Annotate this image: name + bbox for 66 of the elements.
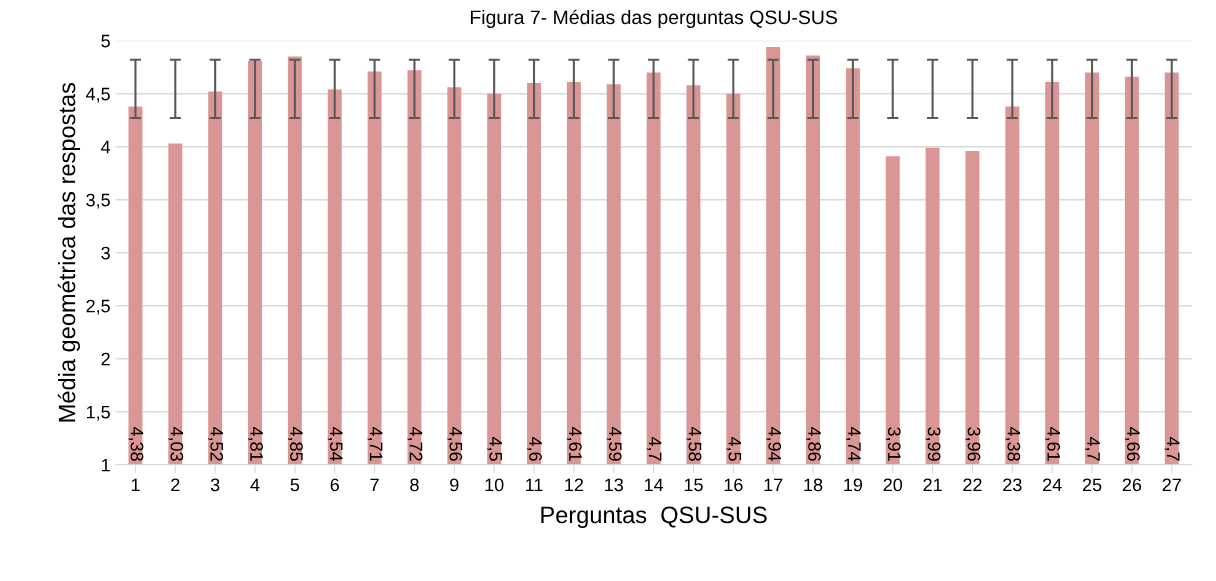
x-tick-label: 9	[450, 478, 459, 492]
data-label: 4,71	[367, 426, 383, 461]
x-tick-label: 17	[764, 478, 783, 492]
data-label: 4,6	[527, 436, 542, 461]
data-label: 4,74	[845, 426, 861, 462]
data-label: 4,52	[208, 426, 224, 461]
x-tick-label: 16	[724, 478, 743, 492]
x-tick-label: 21	[923, 478, 942, 492]
y-tick-label: 5	[101, 34, 110, 48]
data-label: 4,38	[128, 426, 144, 461]
data-label: 4,7	[1085, 436, 1100, 461]
x-tick-label: 1	[131, 478, 140, 492]
x-tick-label: 13	[605, 478, 623, 492]
data-label: 4,85	[287, 426, 303, 461]
x-tick-label: 18	[804, 478, 823, 492]
x-tick-label: 8	[410, 478, 419, 492]
x-tick-label: 6	[330, 478, 339, 492]
data-label: 3,99	[925, 427, 941, 461]
x-tick-label: 7	[370, 478, 379, 492]
x-tick-label: 11	[526, 478, 543, 492]
y-axis-title: Média geométrica das respostas	[57, 82, 81, 422]
data-label: 4,66	[1124, 426, 1140, 461]
x-tick-label: 15	[684, 478, 703, 492]
chart-title: Figura 7- Médias das perguntas QSU-SUS	[470, 9, 837, 29]
x-tick-label: 27	[1162, 478, 1181, 492]
data-label: 4,5	[726, 436, 742, 461]
x-tick-label: 10	[485, 478, 504, 492]
x-tick-label: 5	[290, 478, 300, 492]
y-tick-label: 4	[101, 140, 111, 154]
data-label: 4,54	[327, 426, 343, 462]
x-tick-label: 24	[1043, 478, 1062, 492]
x-tick-label: 12	[565, 478, 584, 492]
data-label: 4,59	[606, 426, 622, 461]
x-tick-label: 22	[963, 478, 982, 492]
data-label: 4,7	[646, 436, 662, 461]
data-label: 4,94	[766, 426, 782, 462]
x-tick-label: 25	[1082, 478, 1102, 492]
x-tick-label: 14	[644, 478, 664, 492]
data-label: 3,91	[885, 427, 901, 461]
data-label: 4,86	[806, 426, 821, 461]
x-tick-label: 20	[883, 478, 903, 492]
data-label: 4,5	[487, 436, 502, 461]
x-tick-label: 26	[1122, 478, 1142, 492]
data-label: 4,56	[447, 426, 463, 461]
y-tick-label: 3,5	[86, 193, 110, 209]
y-tick-label: 2,5	[86, 299, 110, 315]
data-label: 4,61	[566, 426, 582, 461]
y-tick-label: 1	[102, 458, 110, 472]
x-tick-label: 23	[1003, 478, 1022, 492]
data-label: 4,03	[168, 426, 184, 461]
data-label: 4,72	[407, 426, 423, 461]
y-tick-label: 4,5	[85, 87, 110, 103]
data-label: 3,96	[965, 427, 981, 461]
data-label: 4,7	[1164, 436, 1180, 461]
x-tick-label: 3	[210, 478, 220, 492]
x-tick-label: 19	[844, 478, 863, 492]
x-tick-label: 2	[171, 478, 180, 492]
x-tick-label: 4	[250, 478, 260, 492]
y-tick-label: 3	[101, 246, 110, 260]
y-tick-label: 1,5	[86, 405, 110, 421]
y-tick-label: 2	[101, 352, 110, 366]
data-label: 4,81	[248, 426, 263, 461]
data-label: 4,58	[686, 426, 702, 461]
x-axis-title: Perguntas QSU-SUS	[541, 506, 767, 528]
data-label: 4,38	[1005, 426, 1021, 461]
data-label: 4,61	[1045, 426, 1061, 461]
